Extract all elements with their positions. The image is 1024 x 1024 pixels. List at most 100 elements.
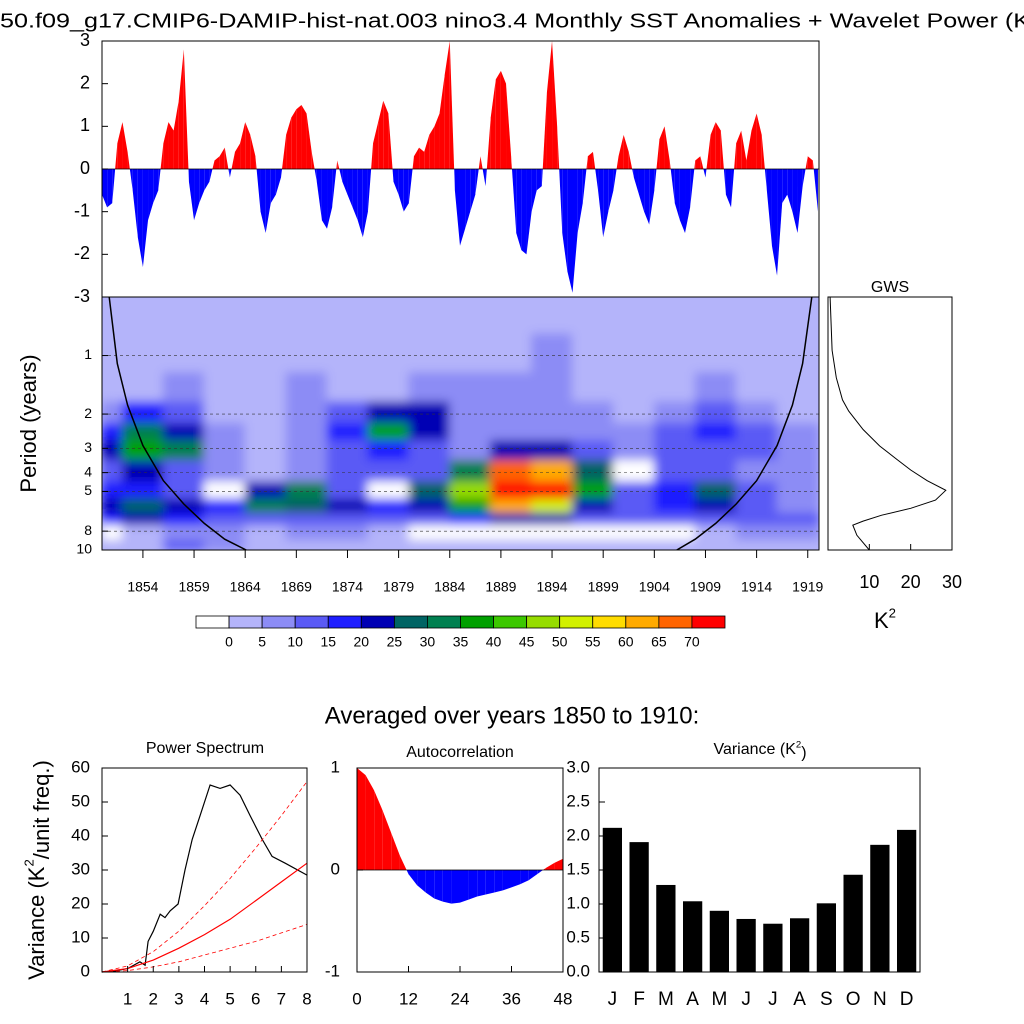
series-line	[101, 924, 308, 973]
x-tick-label: 1864	[230, 579, 261, 595]
x-axis-label-part: 2	[889, 606, 896, 621]
x-axis-label: K2	[874, 606, 896, 633]
wavelet-cell	[326, 440, 369, 461]
wavelet-cell	[694, 372, 737, 403]
wavelet-cell	[367, 423, 410, 442]
wavelet-cell	[285, 481, 328, 500]
wavelet-cell	[326, 401, 369, 424]
area-fill	[129, 169, 133, 191]
wavelet-cell	[203, 423, 246, 442]
area-fill	[168, 122, 174, 169]
colorbar-box	[691, 615, 726, 629]
area-fill	[347, 169, 353, 208]
area-fill	[352, 169, 358, 221]
x-tick-label: S	[820, 989, 833, 1010]
wavelet-cell	[653, 459, 696, 483]
wavelet-cell	[571, 401, 614, 424]
gws-line	[829, 296, 947, 551]
area-fill	[480, 156, 483, 169]
area-fill	[468, 870, 478, 900]
wavelet-cell	[653, 297, 696, 335]
wavelet-cell	[408, 459, 451, 483]
area-fill	[434, 870, 443, 902]
series-line	[101, 862, 308, 973]
plot-frame	[827, 296, 953, 551]
wavelet-cell	[408, 481, 451, 500]
y-tick-label: 1	[80, 115, 90, 135]
area-fill	[807, 156, 813, 169]
wavelet-cell	[571, 540, 614, 550]
wavelet-cell	[285, 440, 328, 461]
wavelet-cell	[776, 372, 819, 403]
x-tick-label: 8	[302, 989, 311, 1008]
area-fill	[117, 122, 123, 169]
area-fill	[771, 169, 778, 276]
area-fill	[477, 870, 486, 897]
area-fill	[378, 100, 384, 169]
area-fill	[520, 870, 529, 885]
wavelet-cell	[162, 372, 205, 403]
wavelet-cell	[121, 512, 164, 527]
wavelet-cell	[612, 333, 655, 374]
x-tick-label: 1874	[332, 579, 363, 595]
y-tick-label: 0.5	[566, 927, 590, 946]
wavelet-cell	[285, 333, 328, 374]
bar	[656, 884, 676, 972]
x-tick-label: 1909	[690, 579, 721, 595]
area-fill	[342, 169, 348, 195]
wavelet-cell	[612, 512, 655, 527]
area-fill	[805, 156, 808, 169]
area-fill	[250, 134, 256, 169]
wavelet-cell	[102, 540, 123, 550]
wavelet-cell	[531, 401, 573, 424]
wavelet-cell	[449, 498, 492, 514]
wavelet-cell	[285, 459, 328, 483]
colorbar-box	[393, 615, 428, 629]
series-line	[101, 781, 308, 973]
bar	[709, 910, 730, 972]
wavelet-cell	[694, 459, 737, 483]
wavelet-cell	[776, 423, 819, 442]
x-tick-label: 1869	[281, 579, 312, 595]
wavelet-cell	[121, 481, 164, 500]
wavelet-cell	[449, 512, 492, 527]
wavelet-cell	[367, 540, 410, 550]
wavelet-cell	[776, 297, 819, 335]
area-fill	[336, 160, 338, 169]
y-tick-label: 3.0	[566, 757, 590, 776]
wavelet-cell	[531, 525, 573, 542]
wavelet-cell	[121, 297, 164, 335]
area-fill	[231, 151, 235, 169]
area-fill	[316, 169, 322, 221]
wavelet-cell	[244, 333, 287, 374]
wavelet-cell	[121, 540, 164, 550]
area-fill	[412, 156, 414, 169]
wavelet-cell	[367, 372, 410, 403]
area-fill	[158, 169, 161, 191]
wavelet-cell	[162, 481, 205, 500]
wavelet-cell	[531, 481, 573, 500]
x-tick-label: 4	[200, 989, 209, 1008]
wavelet-cell	[326, 540, 369, 550]
wavelet-cell	[490, 498, 533, 514]
wavelet-cell	[102, 297, 123, 335]
wavelet-cell	[244, 297, 287, 335]
area-fill	[408, 169, 413, 204]
wavelet-cell	[326, 423, 369, 442]
area-fill	[761, 134, 765, 169]
area-fill	[270, 169, 276, 204]
area-fill	[715, 122, 721, 169]
wavelet-cell	[776, 440, 819, 461]
wavelet-cell	[285, 372, 328, 403]
area-fill	[357, 169, 363, 238]
wavelet-cell	[244, 481, 287, 500]
area-fill	[408, 870, 418, 886]
wavelet-cell	[531, 372, 573, 403]
y-tick-label: 1.5	[566, 859, 590, 878]
wavelet-cell	[531, 540, 573, 550]
wavelet-cell	[285, 512, 328, 527]
chart-title: Autocorrelation	[406, 744, 514, 761]
area-fill	[451, 870, 460, 904]
area-fill	[746, 130, 752, 169]
wavelet-cell	[531, 333, 573, 374]
